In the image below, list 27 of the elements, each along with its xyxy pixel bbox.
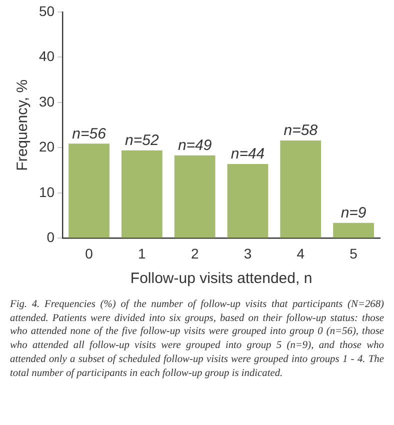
bar <box>333 222 374 238</box>
y-tick-label: 10 <box>38 184 55 200</box>
x-tick-label: 4 <box>296 245 305 262</box>
bar <box>280 140 322 238</box>
x-axis-title: Follow-up visits attended, n <box>130 270 312 288</box>
y-tick-label: 20 <box>38 138 55 155</box>
y-tick-label: 0 <box>46 229 55 246</box>
y-tick-label: 50 <box>38 2 55 19</box>
x-tick-label: 2 <box>190 245 199 262</box>
annotation: n=44 <box>230 146 265 163</box>
annotation: n=52 <box>125 132 160 150</box>
x-tick-label: 3 <box>244 245 252 262</box>
y-tick-label: 30 <box>38 93 55 110</box>
caption: Fig. 4. Frequencies (%) of the number of follow-up visits that participants (N=268) attended. Patients were divided into six groups, based on their follow-up status: those who attended none of the five follow-up visits were grouped into group 0 (n=56), those who attended all follow-up visits were grouped into group 5 (n=9), and those who attended only a subset of scheduled follow-up visits were grouped into groups 1 - 4. The total number of participants in each follow-up group is indicated. <box>10 298 384 380</box>
bar <box>227 164 268 238</box>
x-tick-label: 0 <box>85 245 94 262</box>
annotation: n=56 <box>72 125 107 142</box>
bar <box>121 150 162 238</box>
y-tick-label: 40 <box>38 48 55 64</box>
bar <box>174 155 216 238</box>
annotation: n=58 <box>284 122 318 140</box>
annotation: n=9 <box>340 204 367 222</box>
bar <box>68 144 110 238</box>
x-tick-label: 1 <box>138 245 146 262</box>
annotation: n=49 <box>178 137 212 154</box>
y-axis-title: Frequency, % <box>14 79 32 171</box>
x-tick-label: 5 <box>350 245 358 262</box>
